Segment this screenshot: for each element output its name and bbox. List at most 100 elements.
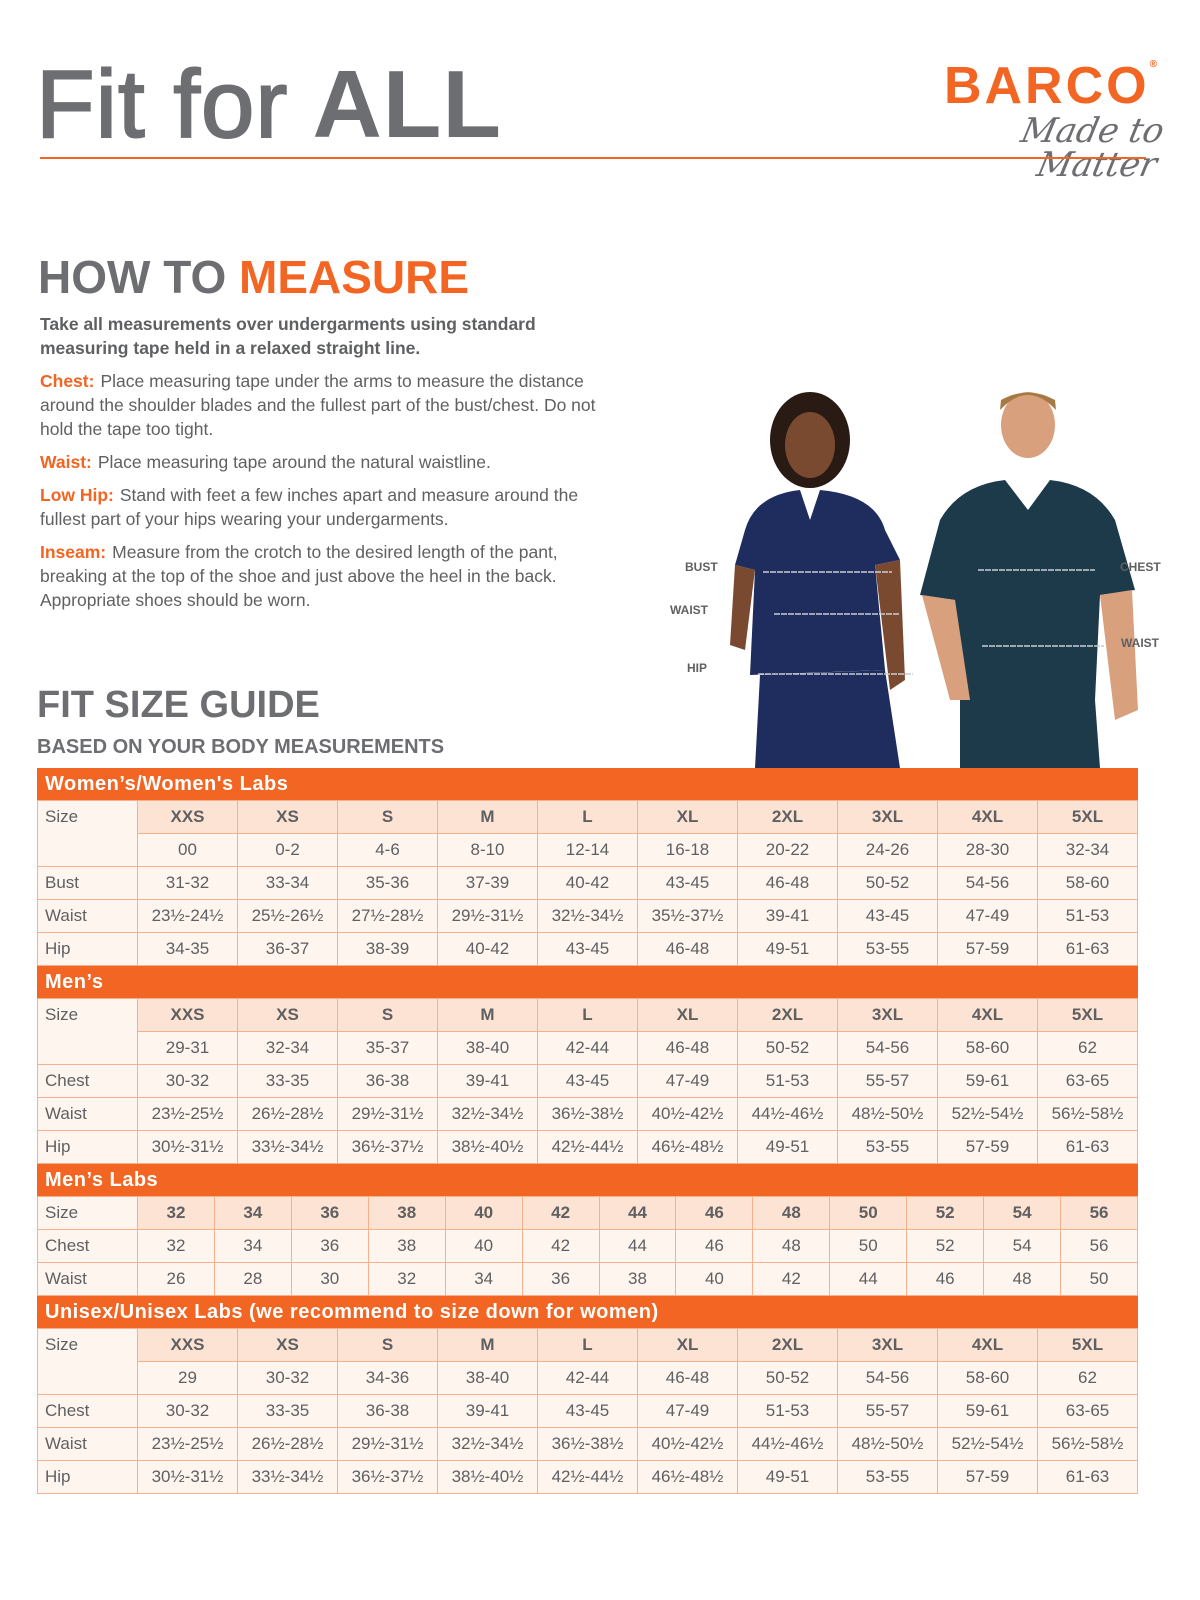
size-header-cell: 44 (598, 1196, 677, 1230)
measurement-cell: 46-48 (637, 932, 738, 966)
measurement-cell: 23½-25½ (137, 1097, 238, 1131)
size-header-cell: 5XL (1037, 800, 1138, 834)
measurement-cell: 36½-37½ (337, 1460, 438, 1494)
measurement-cell: 26½-28½ (237, 1097, 338, 1131)
row-label: Size (37, 1328, 138, 1395)
size-header-cell: 48 (752, 1196, 831, 1230)
size-header-cell: XS (237, 1328, 338, 1362)
measurement-cell: 36-38 (337, 1064, 438, 1098)
table-row: Bust 31-32 33-34 35-36 37-39 40-42 43-45 46-48 5… (37, 866, 1138, 900)
measurement-cell: 61-63 (1037, 932, 1138, 966)
measurement-cell: 23½-24½ (137, 899, 238, 933)
measurement-cell: 30½-31½ (137, 1130, 238, 1164)
table-row: Size XXS XS S M L XL 2XL 3XL 4XL 5XL (37, 998, 1138, 1065)
measurement-cell: 36½-38½ (537, 1097, 638, 1131)
instruction-low-hip: Low Hip: Stand with feet a few inches apa… (40, 483, 610, 531)
heading-part2: MEASURE (239, 251, 470, 303)
size-header-cell: 56 (1060, 1196, 1138, 1230)
measurement-cell: 57-59 (937, 932, 1038, 966)
table-row: Size XXS XS S M L XL 2XL 3XL 4XL 5XL (37, 800, 1138, 867)
size-header-cell: 38 (367, 1196, 446, 1230)
measurement-cell: 39-41 (437, 1394, 538, 1428)
measurement-cell: 23½-25½ (137, 1427, 238, 1461)
logo-tagline: Made to Matter (1017, 111, 1168, 185)
row-label: Hip (37, 1130, 138, 1164)
numeric-size-cell: 30-32 (237, 1361, 338, 1395)
measure-instructions: Take all measurements over undergarments… (40, 312, 610, 621)
numeric-size-cell: 46-48 (637, 1031, 738, 1065)
measurement-cell: 39-41 (437, 1064, 538, 1098)
measurement-cell: 43-45 (637, 866, 738, 900)
measurement-cell: 33-35 (237, 1064, 338, 1098)
measurement-cell: 49-51 (737, 1130, 838, 1164)
measurement-cell: 36 (521, 1262, 600, 1296)
size-header-cell: L (537, 800, 638, 834)
measurement-cell: 30-32 (137, 1064, 238, 1098)
numeric-size-cell: 34-36 (337, 1361, 438, 1395)
label-waist-women: WAIST (670, 603, 708, 617)
measurement-cell: 43-45 (537, 1064, 638, 1098)
measurement-cell: 47-49 (637, 1394, 738, 1428)
label-bust: BUST (685, 560, 718, 574)
measurement-cell: 40-42 (437, 932, 538, 966)
numeric-size-cell: 4-6 (337, 833, 438, 867)
measurement-cell: 48 (983, 1262, 1062, 1296)
measurement-cell: 44 (598, 1229, 677, 1263)
section-title-unisex: Unisex/Unisex Labs (we recommend to size… (37, 1296, 1138, 1328)
instruction-text: Stand with feet a few inches apart and m… (40, 485, 579, 529)
table-row: Chest 30-32 33-35 36-38 39-41 43-45 47-49 51-53… (37, 1394, 1138, 1428)
measurement-cell: 27½-28½ (337, 899, 438, 933)
numeric-size-cell: 29 (137, 1361, 238, 1395)
measurement-cell: 26½-28½ (237, 1427, 338, 1461)
measurement-cell: 46½-48½ (637, 1130, 738, 1164)
row-label: Size (37, 1196, 138, 1230)
measurement-cell: 29½-31½ (337, 1097, 438, 1131)
measurement-cell: 59-61 (937, 1394, 1038, 1428)
measurement-cell: 53-55 (837, 1460, 938, 1494)
size-header-cell: L (537, 1328, 638, 1362)
numeric-size-cell: 54-56 (837, 1361, 938, 1395)
measurement-cell: 42 (521, 1229, 600, 1263)
size-header-cell: 3XL (837, 998, 938, 1032)
size-header-cell: 42 (521, 1196, 600, 1230)
measurement-cell: 52 (906, 1229, 985, 1263)
measurement-cell: 35-36 (337, 866, 438, 900)
numeric-size-cell: 50-52 (737, 1031, 838, 1065)
measurement-cell: 31-32 (137, 866, 238, 900)
instruction-chest: Chest: Place measuring tape under the arm… (40, 369, 610, 441)
instruction-key: Inseam: (40, 542, 107, 562)
fit-size-guide-heading: FIT SIZE GUIDE (37, 684, 320, 726)
size-header-cell: 5XL (1037, 998, 1138, 1032)
measurement-cell: 38 (598, 1262, 677, 1296)
measurement-cell: 59-61 (937, 1064, 1038, 1098)
section-title-mens-labs: Men’s Labs (37, 1164, 1138, 1196)
measurement-cell: 36 (290, 1229, 369, 1263)
row-label: Size (37, 998, 138, 1065)
page-title: Fit for ALL (35, 51, 502, 159)
numeric-size-cell: 58-60 (937, 1361, 1038, 1395)
instruction-key: Waist: (40, 452, 92, 472)
instruction-text: Measure from the crotch to the desired l… (40, 542, 558, 610)
measurement-cell: 38½-40½ (437, 1130, 538, 1164)
numeric-size-cell: 8-10 (437, 833, 538, 867)
how-to-measure-heading: HOW TO MEASURE (38, 250, 469, 304)
row-label: Waist (37, 1427, 138, 1461)
row-label: Hip (37, 1460, 138, 1494)
logo-registered: ® (1149, 59, 1160, 70)
header-divider (40, 157, 1146, 159)
measurement-cell: 36-38 (337, 1394, 438, 1428)
instruction-waist: Waist: Place measuring tape around the na… (40, 450, 610, 474)
numeric-size-cell: 42-44 (537, 1031, 638, 1065)
size-header-cell: 4XL (937, 1328, 1038, 1362)
numeric-size-cell: 32-34 (1037, 833, 1138, 867)
size-table-womens: Size XXS XS S M L XL 2XL 3XL 4XL 5XL 00 0-2 4-6 8-10 12… (37, 800, 1138, 966)
measurement-cell: 52½-54½ (937, 1427, 1038, 1461)
measurement-cell: 56½-58½ (1037, 1097, 1138, 1131)
table-row: Hip 30½-31½ 33½-34½ 36½-37½ 38½-40½ 42½-44½ 46… (37, 1460, 1138, 1494)
size-header-cell: M (437, 998, 538, 1032)
measurement-cell: 44 (829, 1262, 908, 1296)
measurement-cell: 35½-37½ (637, 899, 738, 933)
measurement-cell: 25½-26½ (237, 899, 338, 933)
numeric-size-cell: 00 (137, 833, 238, 867)
measurement-cell: 50 (829, 1229, 908, 1263)
